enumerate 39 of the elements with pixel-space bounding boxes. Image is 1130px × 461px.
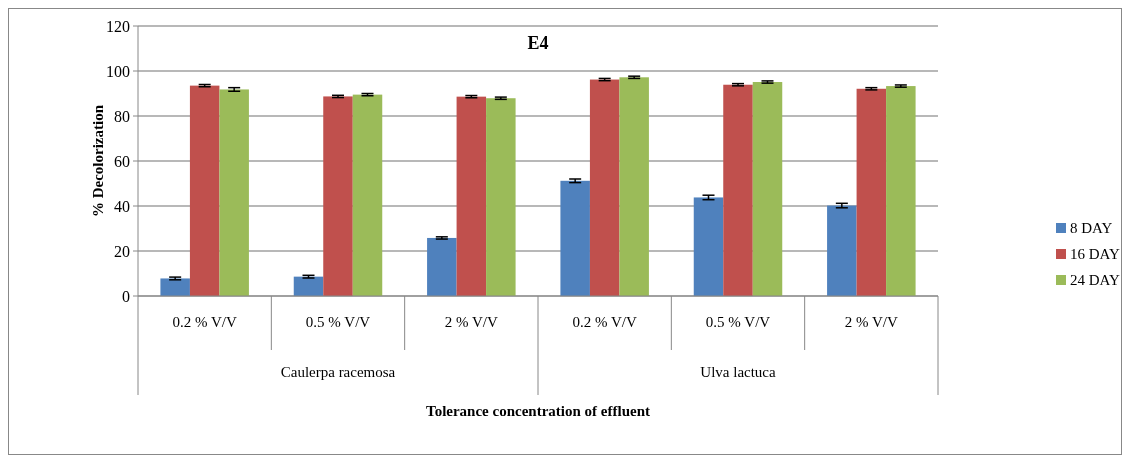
legend-label: 16 DAY	[1070, 246, 1121, 263]
bar	[486, 98, 516, 296]
y-tick-label: 80	[114, 107, 130, 125]
bar	[752, 82, 783, 296]
bar	[827, 205, 857, 296]
bar	[160, 278, 190, 296]
bar	[189, 85, 220, 296]
bar	[693, 197, 724, 296]
y-tick-label: 0	[122, 287, 130, 305]
bar	[619, 77, 649, 296]
y-tick-label: 100	[106, 62, 130, 80]
y-tick-label: 60	[114, 152, 130, 170]
bar	[560, 180, 590, 296]
legend-label: 8 DAY	[1070, 220, 1113, 237]
bar	[323, 96, 353, 296]
bar	[352, 94, 383, 296]
x-tick-label: 0.5 % V/V	[305, 314, 371, 330]
text: Ulva lactuca	[700, 364, 777, 380]
bar	[293, 276, 324, 296]
y-tick-label: 20	[114, 242, 130, 260]
x-tick-label: 0.2 % V/V	[172, 314, 237, 330]
bar	[219, 89, 249, 296]
bar	[427, 237, 457, 296]
x-tick-label: 2 % V/V	[444, 314, 499, 330]
bar	[886, 86, 916, 296]
x-tick-label: 2 % V/V	[844, 314, 899, 330]
bar	[856, 88, 887, 296]
chart-title: E4	[527, 33, 549, 53]
y-axis-title: % Decolorization	[90, 104, 106, 218]
text: Caulerpa racemosa	[280, 364, 396, 380]
x-axis-title: Tolerance concentration of effluent	[426, 403, 650, 419]
x-tick-label: 0.2 % V/V	[572, 314, 637, 330]
bar	[456, 96, 487, 296]
y-tick-label: 120	[106, 17, 130, 35]
legend-label: 24 DAY	[1070, 272, 1121, 289]
y-tick-label: 40	[114, 197, 130, 215]
bar	[723, 84, 753, 296]
bar	[589, 79, 620, 296]
x-tick-label: 0.5 % V/V	[705, 314, 771, 330]
